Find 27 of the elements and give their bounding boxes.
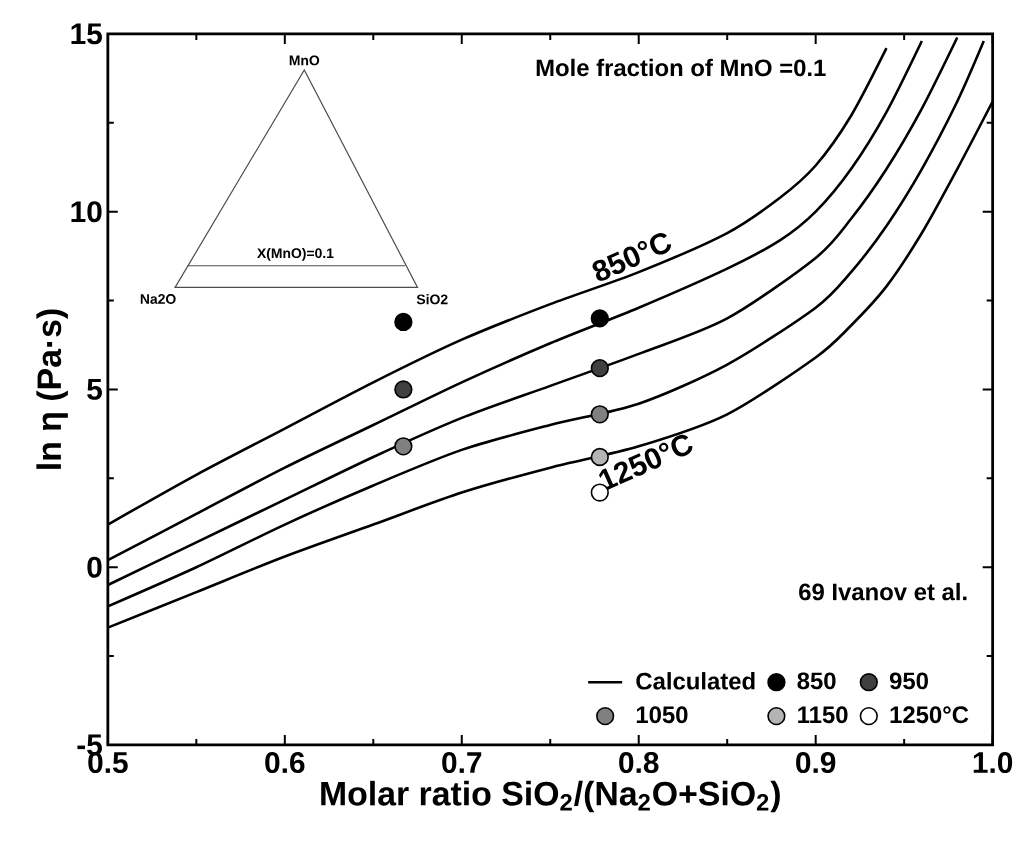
y-tick-label: 0 — [87, 556, 102, 578]
legend-label: 1050 — [636, 705, 688, 723]
point — [394, 379, 413, 399]
text: 850°C — [592, 232, 672, 281]
x-tick-label: 1.0 — [973, 751, 1013, 773]
point — [590, 308, 609, 328]
y-tick-label: 10 — [71, 200, 102, 222]
x-tick-label: 0.6 — [265, 751, 305, 773]
legend-label: 950 — [889, 671, 928, 689]
legend-label: 850 — [797, 671, 836, 689]
legend-label: 1250°C — [890, 705, 969, 723]
y-tick-label: 5 — [87, 378, 102, 400]
point — [394, 312, 413, 331]
point — [590, 404, 609, 424]
y-axis-title: ln η (Pa·s) — [36, 309, 68, 469]
legend-label: 1150 — [798, 705, 848, 723]
point — [394, 436, 413, 456]
x-tick-label: 0.8 — [619, 751, 659, 773]
x-tick-label: 0.9 — [796, 751, 836, 773]
x-tick-label: 0.5 — [88, 751, 128, 773]
x-tick-label: 0.7 — [442, 751, 482, 773]
annotation: Calculated — [636, 671, 755, 690]
text: Mole fraction of MnO =0.1 — [536, 58, 826, 76]
x-axis-title: Molar ratio SiO$_{2}$/(Na$_{2}$O+SiO$_{2}$) — [321, 780, 780, 812]
legend-title: 69 Ivanov et al. — [799, 582, 967, 600]
point — [590, 358, 609, 377]
y-tick-label: 15 — [71, 23, 102, 44]
